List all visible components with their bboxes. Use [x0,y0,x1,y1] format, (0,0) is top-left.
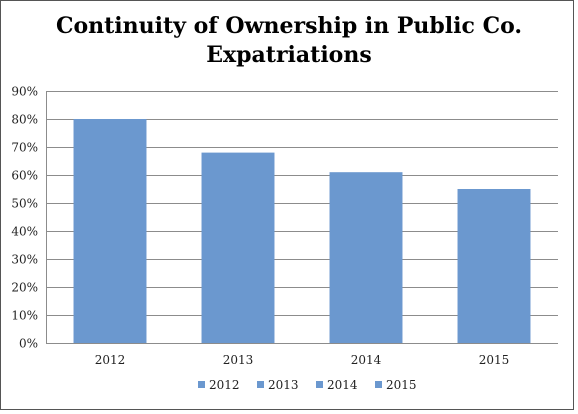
bar-2012 [73,119,147,343]
x-category-label: 2012 [95,353,126,367]
y-tick-label: 20% [11,281,38,295]
bar-2013 [201,152,275,343]
legend: 2012 2013 2014 2015 [198,378,417,392]
y-tick-label: 70% [11,141,38,155]
chart-title-line-2: Expatriations [206,42,372,68]
legend-swatch [375,381,382,388]
y-tick-label: 10% [11,309,38,323]
legend-label: 2012 [209,378,240,392]
y-tick-label: 40% [11,225,38,239]
x-category-label: 2015 [479,353,510,367]
x-axis-categories: 2012 2013 2014 2015 [95,353,510,367]
x-category-label: 2013 [223,353,254,367]
bar-2015 [457,189,531,343]
y-tick-label: 80% [11,113,38,127]
y-tick-label: 0% [19,337,38,351]
chart-title-line-1: Continuity of Ownership in Public Co. [55,13,523,39]
bar-2014 [329,172,403,343]
x-category-label: 2014 [351,353,382,367]
legend-label: 2015 [386,378,417,392]
y-tick-label: 90% [11,85,38,99]
legend-swatch [316,381,323,388]
y-tick-label: 30% [11,253,38,267]
legend-label: 2013 [268,378,299,392]
y-tick-label: 50% [11,197,38,211]
legend-label: 2014 [327,378,358,392]
y-tick-label: 60% [11,169,38,183]
chart-title: Continuity of Ownership in Public Co. Ex… [0,12,578,70]
legend-swatch [257,381,264,388]
y-axis-ticks: 0% 10% 20% 30% 40% 50% 60% 70% 80% 90% [11,85,38,351]
legend-swatch [198,381,205,388]
bars [73,119,531,343]
